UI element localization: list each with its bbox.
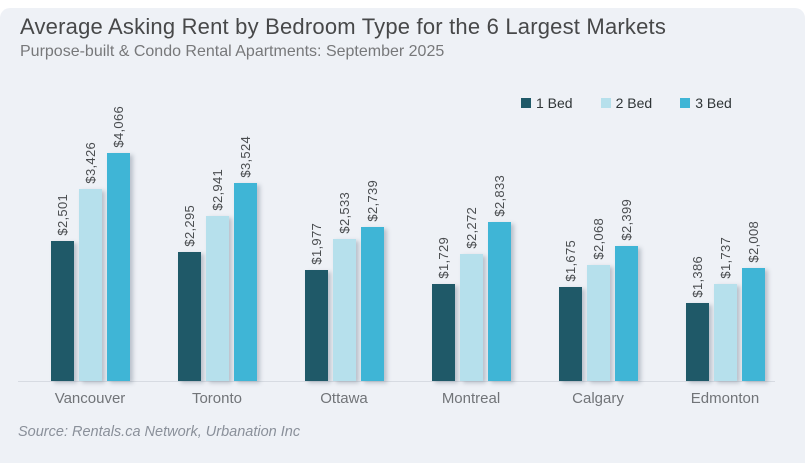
bar-value-label-3bed-edmonton: $2,008 [746, 221, 761, 263]
bar-2bed-vancouver [79, 189, 102, 381]
bar-value-label-1bed-vancouver: $2,501 [55, 194, 70, 236]
bar-value-label-3bed-ottawa: $2,739 [365, 180, 380, 222]
bar-2bed-ottawa [333, 239, 356, 381]
bar-1bed-montreal [432, 284, 455, 381]
legend-label: 2 Bed [615, 95, 653, 111]
x-axis-label-vancouver: Vancouver [54, 390, 126, 407]
bar-3bed-toronto [234, 183, 257, 381]
chart-subtitle: Purpose-built & Condo Rental Apartments:… [20, 43, 445, 60]
legend-item-1-bed: 1 Bed [521, 95, 573, 111]
bar-value-label-2bed-montreal: $2,272 [464, 207, 479, 249]
bar-value-label-1bed-edmonton: $1,386 [690, 256, 705, 298]
bar-value-label-2bed-edmonton: $1,737 [718, 237, 733, 279]
bar-value-label-1bed-toronto: $2,295 [182, 205, 197, 247]
legend-item-3-bed: 3 Bed [680, 95, 732, 111]
legend-swatch-icon [521, 98, 531, 108]
bar-value-label-2bed-calgary: $2,068 [591, 218, 606, 260]
legend: 1 Bed 2 Bed 3 Bed [521, 95, 732, 111]
legend-swatch-icon [680, 98, 691, 108]
chart-background-panel [0, 8, 805, 463]
bar-1bed-toronto [178, 252, 201, 381]
legend-label: 3 Bed [695, 95, 732, 111]
bar-value-label-3bed-vancouver: $4,066 [111, 106, 126, 148]
bar-3bed-calgary [615, 246, 638, 381]
bar-3bed-vancouver [107, 153, 130, 381]
bar-2bed-toronto [206, 216, 229, 381]
legend-item-2-bed: 2 Bed [600, 95, 653, 111]
x-axis-label-edmonton: Edmonton [690, 390, 760, 407]
legend-swatch-icon [600, 98, 611, 108]
bar-2bed-montreal [460, 254, 483, 381]
x-axis-label-calgary: Calgary [572, 390, 624, 407]
x-axis-label-toronto: Toronto [191, 390, 243, 407]
x-axis-label-montreal: Montreal [441, 390, 501, 407]
bar-3bed-edmonton [742, 268, 765, 381]
bar-value-label-1bed-ottawa: $1,977 [309, 223, 324, 265]
bar-2bed-edmonton [714, 284, 737, 381]
legend-label: 1 Bed [536, 95, 573, 111]
bar-3bed-ottawa [361, 227, 384, 381]
bar-1bed-edmonton [686, 303, 709, 381]
bar-1bed-vancouver [51, 241, 74, 381]
bar-value-label-3bed-montreal: $2,833 [492, 175, 507, 217]
bar-3bed-montreal [488, 222, 511, 381]
source-note: Source: Rentals.ca Network, Urbanation I… [18, 424, 301, 440]
bar-value-label-2bed-ottawa: $2,533 [337, 192, 352, 234]
bar-value-label-3bed-toronto: $3,524 [238, 136, 253, 178]
chart-title: Average Asking Rent by Bedroom Type for … [20, 14, 667, 39]
x-axis-line [18, 381, 775, 382]
bar-2bed-calgary [587, 265, 610, 381]
bar-value-label-1bed-calgary: $1,675 [563, 240, 578, 282]
bar-value-label-3bed-calgary: $2,399 [619, 199, 634, 241]
bar-value-label-2bed-vancouver: $3,426 [83, 142, 98, 184]
bar-1bed-ottawa [305, 270, 328, 381]
bar-value-label-1bed-montreal: $1,729 [436, 237, 451, 279]
bar-1bed-calgary [559, 287, 582, 381]
bar-value-label-2bed-toronto: $2,941 [210, 169, 225, 211]
x-axis-label-ottawa: Ottawa [320, 390, 368, 407]
